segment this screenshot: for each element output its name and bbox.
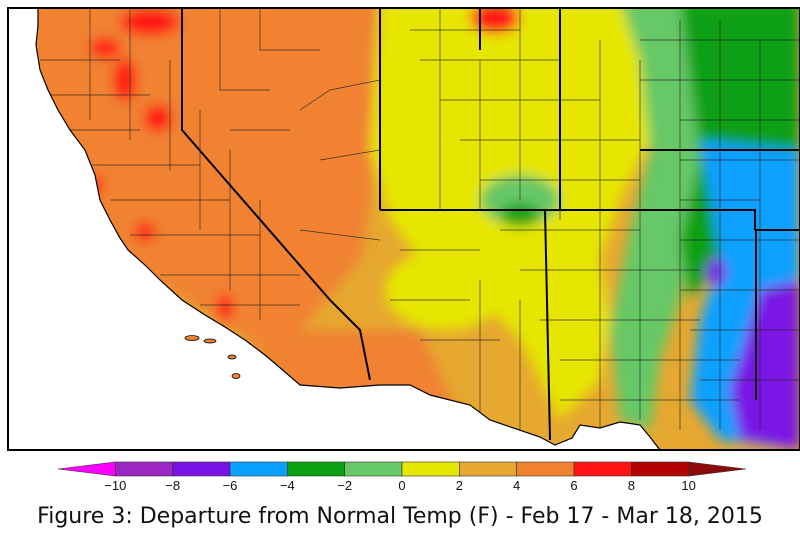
map-border [7, 7, 800, 451]
legend-tick-label: 6 [570, 478, 577, 493]
legend-tick-label: −2 [337, 478, 352, 493]
color-legend: −10 −8 −6 −4 −2 0 2 4 6 8 10 [57, 461, 747, 493]
legend-swatch [229, 461, 288, 477]
legend-tick-label: −4 [280, 478, 295, 493]
legend-tick-label: 4 [513, 478, 520, 493]
temperature-field [36, 8, 800, 450]
legend-tick-label: 0 [398, 478, 405, 493]
legend-swatch [115, 461, 173, 477]
legend-swatch [344, 461, 403, 477]
channel-islands [184, 335, 241, 379]
legend-swatch [287, 461, 345, 477]
legend-tick-label: 8 [628, 478, 635, 493]
legend-swatch [688, 461, 747, 477]
legend-swatch [57, 461, 116, 477]
legend-tick-labels: −10 −8 −6 −4 −2 0 2 4 6 8 10 [104, 478, 696, 493]
figure-caption: Figure 3: Departure from Normal Temp (F)… [37, 504, 763, 529]
legend-swatch [459, 461, 517, 477]
legend-tick-label: 10 [681, 478, 695, 493]
legend-tick-label: −8 [165, 478, 180, 493]
legend-swatch [172, 461, 231, 477]
legend-swatch [516, 461, 575, 477]
legend-swatch [573, 461, 632, 477]
legend-tick-label: −10 [104, 478, 126, 493]
legend-swatch [401, 461, 460, 477]
coastline [35, 8, 661, 451]
temperature-departure-map [7, 7, 800, 451]
legend-tick-label: 2 [456, 478, 463, 493]
legend-swatch [631, 461, 689, 477]
legend-tick-label: −6 [223, 478, 238, 493]
legend-bar [57, 461, 747, 477]
